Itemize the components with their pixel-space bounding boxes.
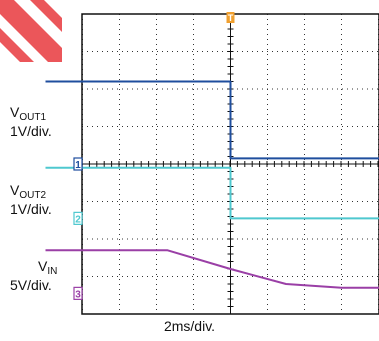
trace-ch1	[45, 80, 379, 160]
watermark-stripe-3	[30, 0, 62, 32]
vout1-label: VOUT1 1V/div.	[10, 104, 52, 139]
marker-ch2-text: 2	[75, 214, 81, 225]
x-axis-label: 2ms/div.	[163, 318, 216, 334]
watermark-stripe-1	[0, 0, 62, 62]
vout2-label: VOUT2 1V/div.	[10, 182, 52, 217]
vin-scale: 5V/div.	[10, 277, 52, 293]
watermark-logo	[0, 0, 62, 62]
marker-ch1-text: 1	[75, 160, 81, 171]
vout2-scale: 1V/div.	[10, 201, 52, 217]
trigger-marker-text: T	[228, 13, 234, 23]
vin-label: VIN 5V/div.	[10, 258, 58, 293]
vout1-scale: 1V/div.	[10, 123, 52, 139]
marker-ch1	[73, 157, 83, 171]
marker-ch3	[73, 286, 83, 300]
watermark-stripe-2	[0, 28, 34, 62]
trace-ch2	[45, 166, 379, 220]
trigger-marker	[226, 12, 235, 23]
marker-ch2	[73, 211, 83, 225]
marker-ch3-text: 3	[75, 289, 81, 300]
trace-ch3	[45, 249, 379, 289]
